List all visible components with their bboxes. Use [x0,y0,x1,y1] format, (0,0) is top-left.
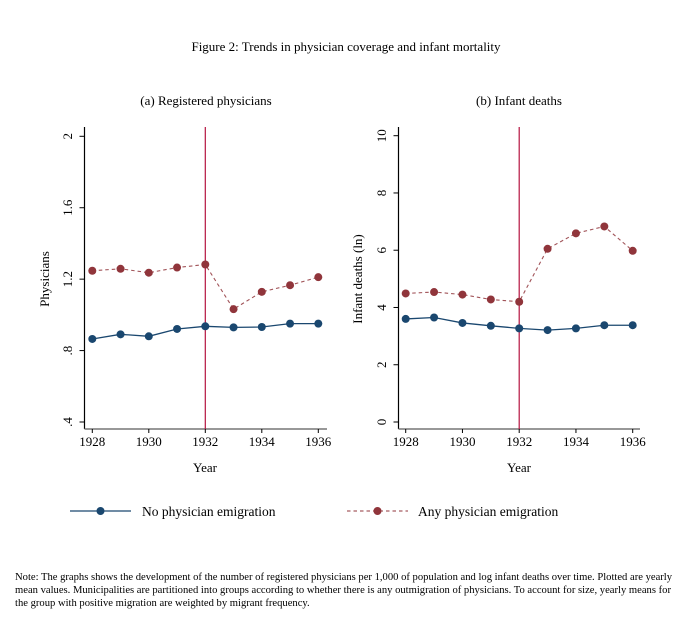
x-tick-label: 1930 [136,434,162,449]
x-tick-label: 1934 [563,434,590,449]
x-tick-label: 1930 [449,434,475,449]
point-no-emigration-1930 [144,332,153,341]
point-any-emigration-1928 [401,289,410,298]
point-no-emigration-1931 [173,324,182,333]
panel-infant-deaths: (b) Infant deaths Infant deaths (ln) Yea… [350,93,646,475]
point-no-emigration-1934 [571,324,580,333]
point-any-emigration-1934 [257,287,266,296]
point-any-emigration-1936 [314,273,323,282]
figure-note: Note: The graphs shows the development o… [15,572,673,610]
panel-title: (a) Registered physicians [140,93,271,108]
point-no-emigration-1935 [286,319,295,328]
point-no-emigration-1932 [201,322,210,331]
y-tick-label: 1.6 [60,199,75,216]
legend-label: Any physician emigration [418,504,558,519]
point-no-emigration-1930 [458,318,467,327]
y-tick-label: 2 [60,133,75,140]
legend-label: No physician emigration [142,504,276,519]
x-tick-label: 1932 [192,434,218,449]
point-any-emigration-1930 [144,268,153,277]
point-no-emigration-1933 [229,323,238,332]
y-tick-label: 10 [374,129,389,142]
point-any-emigration-1933 [229,305,238,314]
point-no-emigration-1929 [116,330,125,339]
plot-area: .4 .8 1.2 1.6 2 1928 1930 1932 1934 1936 [60,127,332,449]
point-no-emigration-1928 [401,314,410,323]
point-no-emigration-1931 [486,321,495,330]
point-any-emigration-1936 [628,246,637,255]
point-any-emigration-1933 [543,244,552,253]
point-any-emigration-1932 [515,297,524,306]
point-any-emigration-1929 [430,288,439,297]
point-any-emigration-1930 [458,290,467,299]
x-tick-label: 1928 [393,434,419,449]
point-any-emigration-1929 [116,264,125,273]
panel-registered-physicians: (a) Registered physicians Physicians Yea… [37,93,332,475]
legend-marker [373,507,382,515]
legend: No physician emigration Any physician em… [70,504,558,519]
y-tick-label: 8 [374,190,389,197]
legend-marker [96,507,105,515]
plot-area: 0 2 4 6 8 10 1928 1930 1932 1934 1936 [374,127,646,449]
y-tick-label: .4 [60,417,75,427]
point-any-emigration-1934 [571,229,580,238]
x-tick-label: 1936 [620,434,647,449]
x-tick-label: 1928 [79,434,105,449]
point-no-emigration-1936 [314,319,323,328]
x-axis-label: Year [507,460,532,475]
point-any-emigration-1928 [88,266,97,275]
legend-item-any-emigration: Any physician emigration [347,504,558,519]
panel-title: (b) Infant deaths [476,93,562,108]
point-any-emigration-1935 [600,222,609,231]
x-tick-label: 1932 [506,434,532,449]
point-no-emigration-1933 [543,326,552,335]
x-tick-label: 1936 [305,434,332,449]
y-axis-label: Physicians [37,251,52,307]
point-no-emigration-1929 [430,313,439,322]
point-any-emigration-1932 [201,260,210,269]
point-any-emigration-1931 [486,295,495,304]
point-no-emigration-1935 [600,321,609,330]
x-axis-label: Year [193,460,218,475]
point-no-emigration-1934 [257,323,266,332]
point-no-emigration-1932 [515,324,524,333]
legend-item-no-emigration: No physician emigration [70,504,276,519]
y-tick-label: 4 [374,304,389,311]
y-tick-label: 6 [374,246,389,253]
x-tick-label: 1934 [249,434,276,449]
y-axis-label: Infant deaths (ln) [350,234,365,324]
y-tick-label: 2 [374,361,389,368]
figure-title: Figure 2: Trends in physician coverage a… [191,39,501,54]
point-any-emigration-1931 [173,263,182,272]
point-no-emigration-1928 [88,334,97,343]
y-tick-label: .8 [60,346,75,356]
point-no-emigration-1936 [628,321,637,330]
point-any-emigration-1935 [286,281,295,290]
y-tick-label: 1.2 [60,271,75,287]
y-tick-label: 0 [374,419,389,426]
